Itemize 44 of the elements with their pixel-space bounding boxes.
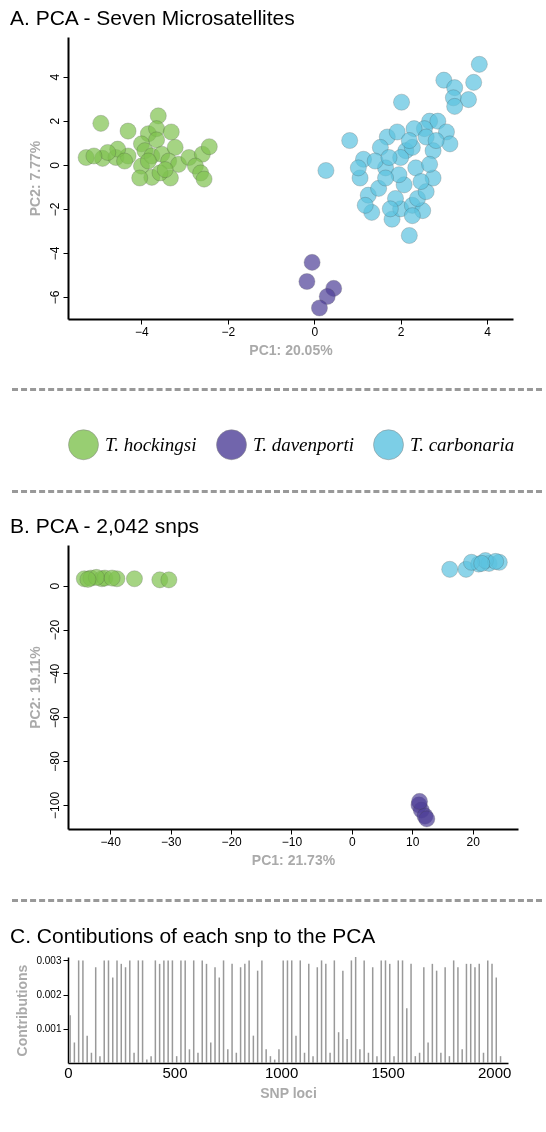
y-tick-label: −100 <box>47 791 62 819</box>
x-tick-label: −40 <box>100 834 122 849</box>
y-tick-label: 2 <box>47 117 62 125</box>
x-tick-label: 0 <box>311 324 319 339</box>
x-tick-label: 4 <box>484 324 492 339</box>
x-axis-title: PC1: 20.05% <box>249 341 334 358</box>
x-tick-label: 2 <box>397 324 405 339</box>
y-tick-label: 0.001 <box>36 1023 62 1035</box>
x-tick-label: 1000 <box>264 1063 299 1081</box>
chart-title: A. PCA - Seven Microsatellites <box>10 6 295 29</box>
legend-label: T. carbonaria <box>410 433 515 455</box>
x-tick-label: −4 <box>135 324 150 339</box>
x-tick-label: −2 <box>221 324 236 339</box>
y-axis-title: PC2: 19.11% <box>26 645 43 729</box>
y-tick-label: −60 <box>47 707 62 728</box>
y-tick-label: −2 <box>47 202 62 217</box>
y-tick-label: 4 <box>47 73 62 81</box>
y-axis-title: PC2: 7.77% <box>26 140 43 217</box>
chart-title: B. PCA - 2,042 snps <box>10 514 200 537</box>
x-tick-label: 500 <box>162 1063 188 1081</box>
legend-label: T. davenporti <box>253 433 354 455</box>
y-axis-title: Contributions <box>14 964 31 1057</box>
x-tick-label: −30 <box>161 834 182 849</box>
y-tick-label: 0.003 <box>36 954 62 966</box>
y-tick-label: −6 <box>47 290 62 305</box>
x-tick-label: 2000 <box>477 1063 512 1081</box>
x-tick-label: 10 <box>406 834 420 849</box>
y-tick-label: 0 <box>47 582 62 590</box>
y-tick-label: −40 <box>47 663 62 685</box>
x-axis-title: SNP loci <box>260 1084 317 1101</box>
x-axis-title: PC1: 21.73% <box>251 851 336 868</box>
x-tick-label: −10 <box>281 834 303 849</box>
y-tick-label: −20 <box>47 619 62 641</box>
x-tick-label: −20 <box>221 834 243 849</box>
y-tick-label: 0 <box>47 161 62 169</box>
y-tick-label: −80 <box>47 751 62 772</box>
legend-label: T. hockingsi <box>105 433 197 455</box>
y-tick-label: 0.002 <box>36 989 62 1001</box>
x-tick-label: 0 <box>64 1063 73 1081</box>
chart-title: C. Contibutions of each snp to the PCA <box>10 924 376 948</box>
y-tick-label: −4 <box>47 246 62 261</box>
x-tick-label: 0 <box>349 834 357 849</box>
x-tick-label: 1500 <box>371 1063 405 1081</box>
x-tick-label: 20 <box>466 834 481 849</box>
